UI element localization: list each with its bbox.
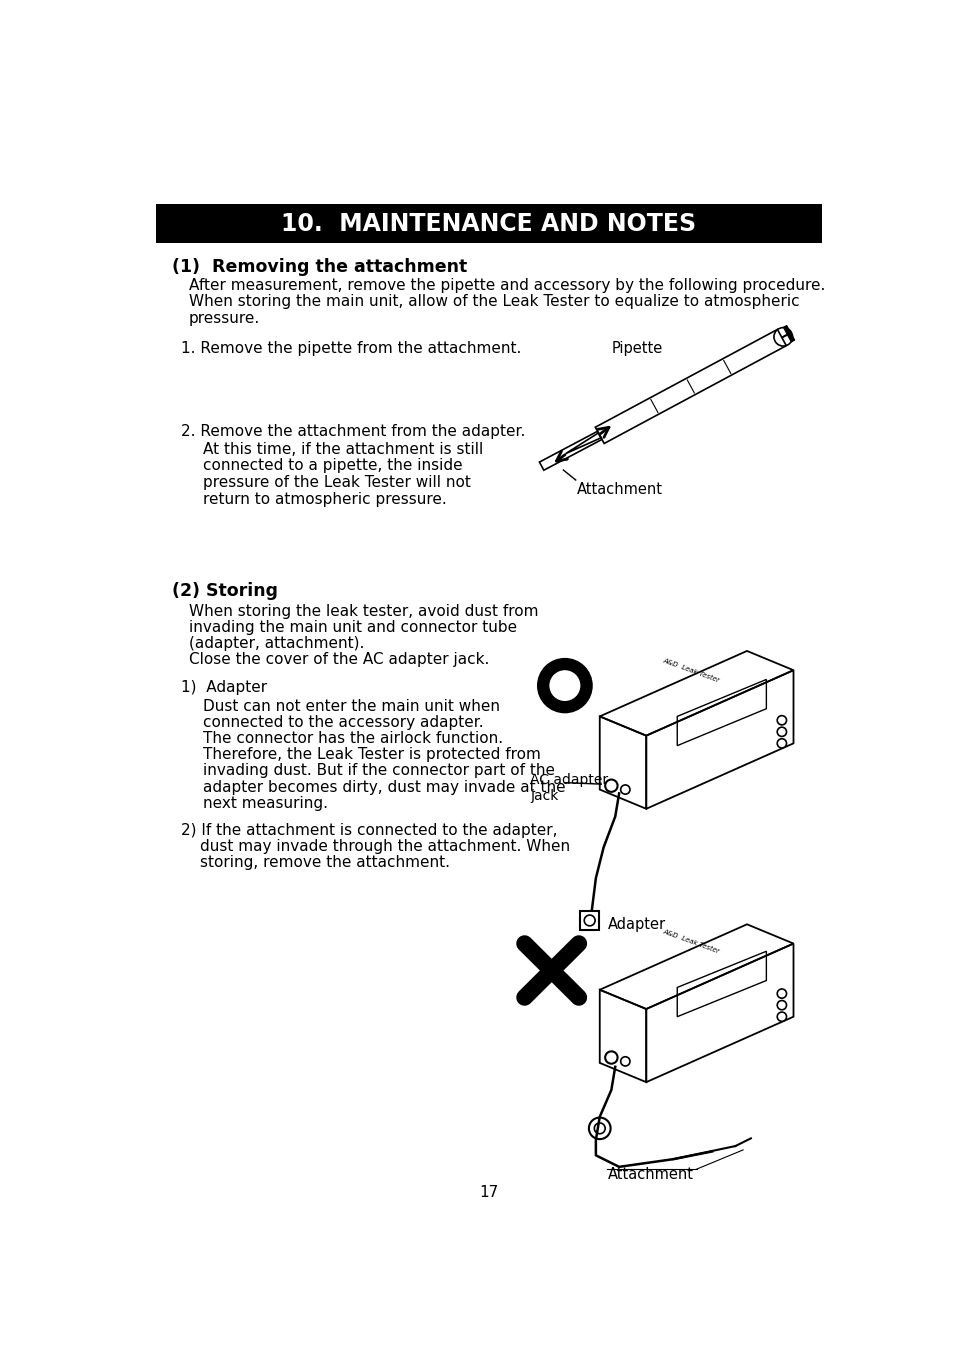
Text: pressure.: pressure. [189,312,260,327]
Text: Pipette: Pipette [611,342,662,356]
Text: When storing the leak tester, avoid dust from: When storing the leak tester, avoid dust… [189,603,537,620]
Text: adapter becomes dirty, dust may invade at the: adapter becomes dirty, dust may invade a… [203,779,565,795]
Text: dust may invade through the attachment. When: dust may invade through the attachment. … [199,838,569,853]
Text: 10.  MAINTENANCE AND NOTES: 10. MAINTENANCE AND NOTES [281,212,696,236]
Circle shape [777,990,785,998]
Text: 17: 17 [478,1184,498,1200]
Circle shape [549,670,579,701]
Text: At this time, if the attachment is still: At this time, if the attachment is still [203,441,482,456]
Text: next measuring.: next measuring. [203,795,328,811]
Text: invading dust. But if the connector part of the: invading dust. But if the connector part… [203,763,555,779]
Text: pressure of the Leak Tester will not: pressure of the Leak Tester will not [203,475,471,490]
Text: 1)  Adapter: 1) Adapter [181,680,267,695]
Polygon shape [782,325,794,342]
Text: Therefore, the Leak Tester is protected from: Therefore, the Leak Tester is protected … [203,747,540,763]
Text: Attachment: Attachment [607,1166,693,1181]
Circle shape [777,716,785,725]
Text: A&D  Leak Tester: A&D Leak Tester [661,929,720,954]
Bar [579,911,598,930]
Text: connected to the accessory adapter.: connected to the accessory adapter. [203,716,483,730]
Circle shape [777,1000,785,1010]
Text: A&D  Leak Tester: A&D Leak Tester [661,657,720,683]
Text: After measurement, remove the pipette and accessory by the following procedure.: After measurement, remove the pipette an… [189,278,824,293]
Text: AC adapter
jack: AC adapter jack [530,772,607,803]
Text: Adapter: Adapter [607,917,665,932]
Text: storing, remove the attachment.: storing, remove the attachment. [199,855,450,869]
Text: (2) Storing: (2) Storing [172,582,277,601]
Circle shape [777,728,785,736]
Bar [155,204,821,243]
Text: return to atmospheric pressure.: return to atmospheric pressure. [203,493,446,508]
Circle shape [777,1012,785,1022]
Text: Attachment: Attachment [576,482,661,497]
Text: Dust can not enter the main unit when: Dust can not enter the main unit when [203,699,499,714]
Text: 2) If the attachment is connected to the adapter,: 2) If the attachment is connected to the… [181,822,558,837]
Text: connected to a pipette, the inside: connected to a pipette, the inside [203,459,462,474]
Text: (adapter, attachment).: (adapter, attachment). [189,636,364,651]
Text: Close the cover of the AC adapter jack.: Close the cover of the AC adapter jack. [189,652,489,667]
Text: invading the main unit and connector tube: invading the main unit and connector tub… [189,620,517,634]
Circle shape [777,738,785,748]
Text: 1. Remove the pipette from the attachment.: 1. Remove the pipette from the attachmen… [181,342,521,356]
Text: (1)  Removing the attachment: (1) Removing the attachment [172,258,467,277]
Circle shape [537,657,592,713]
Text: The connector has the airlock function.: The connector has the airlock function. [203,732,502,747]
Text: When storing the main unit, allow of the Leak Tester to equalize to atmospheric: When storing the main unit, allow of the… [189,294,799,309]
Text: 2. Remove the attachment from the adapter.: 2. Remove the attachment from the adapte… [181,424,525,439]
